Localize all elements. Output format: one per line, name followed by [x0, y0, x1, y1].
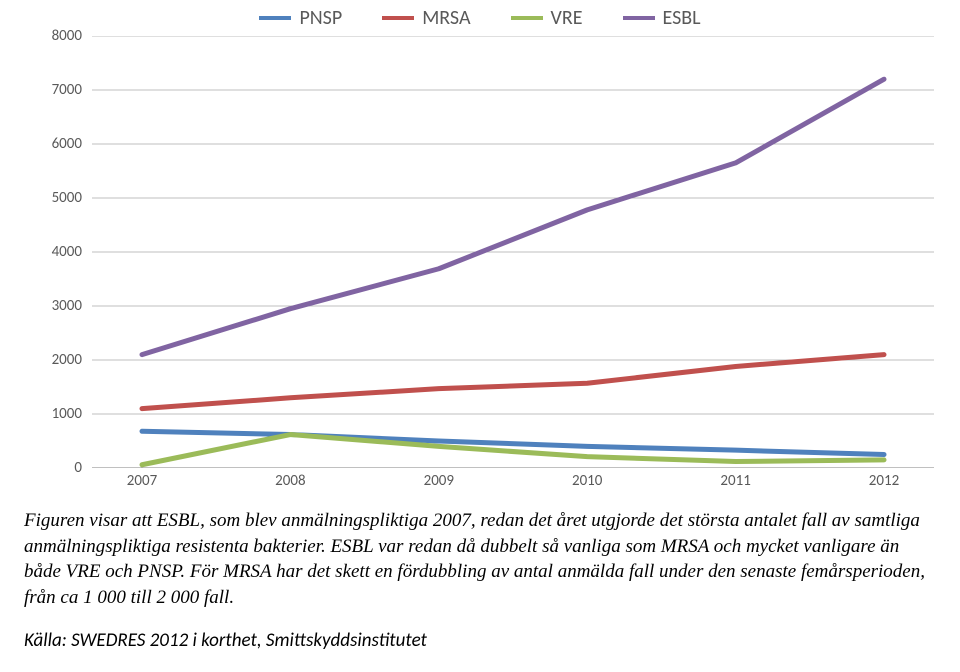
legend-swatch-mrsa: [382, 16, 414, 20]
chart-legend: PNSP MRSA VRE ESBL: [24, 0, 936, 36]
y-tick-label: 2000: [34, 351, 82, 369]
chart-area: 010002000300040005000600070008000 200720…: [34, 36, 934, 496]
x-tick-label: 2010: [572, 472, 602, 490]
legend-swatch-esbl: [623, 16, 655, 20]
legend-label-mrsa: MRSA: [422, 6, 470, 30]
y-tick-label: 4000: [34, 243, 82, 261]
legend-label-esbl: ESBL: [663, 6, 701, 30]
legend-label-pnsp: PNSP: [299, 6, 342, 30]
y-tick-label: 7000: [34, 81, 82, 99]
x-axis-ticks: 2007 2008 2009 2010 2011 2012: [92, 470, 934, 496]
legend-label-vre: VRE: [551, 6, 583, 30]
y-tick-label: 8000: [34, 27, 82, 45]
source-line: Källa: SWEDRES 2012 i korthet, Smittskyd…: [24, 629, 936, 652]
legend-item-pnsp: PNSP: [259, 6, 342, 30]
legend-item-mrsa: MRSA: [382, 6, 470, 30]
x-tick-label: 2011: [720, 472, 750, 490]
figure-caption: Figuren visar att ESBL, som blev anmälni…: [24, 508, 936, 611]
x-tick-label: 2007: [127, 472, 157, 490]
legend-item-esbl: ESBL: [623, 6, 701, 30]
caption-part-c: 000 fall.: [171, 587, 234, 608]
plot-region: [92, 36, 934, 468]
y-tick-label: 0: [34, 459, 82, 477]
legend-item-vre: VRE: [511, 6, 583, 30]
y-tick-label: 1000: [34, 405, 82, 423]
x-tick-label: 2012: [869, 472, 899, 490]
figure-wrap: PNSP MRSA VRE ESBL 0 1000 2000 3000 4000 5000…: [0, 0, 960, 672]
y-tick-label: 5000: [34, 189, 82, 207]
x-tick-label: 2008: [275, 472, 305, 490]
y-tick-label: 6000: [34, 135, 82, 153]
y-tick-label: 3000: [34, 297, 82, 315]
x-tick-label: 2009: [424, 472, 454, 490]
y-axis-ticks: 010002000300040005000600070008000: [34, 36, 82, 496]
legend-swatch-pnsp: [259, 16, 291, 20]
legend-swatch-vre: [511, 16, 543, 20]
caption-part-b: 000 till 2: [97, 587, 166, 608]
chart-svg: [92, 36, 934, 468]
